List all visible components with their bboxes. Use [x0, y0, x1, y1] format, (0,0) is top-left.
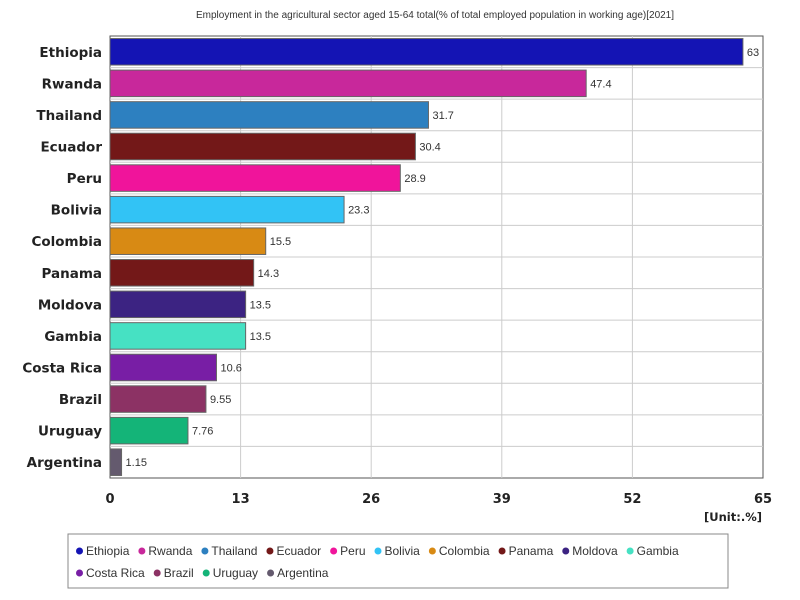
data-label: 28.9 [404, 173, 425, 185]
bar [109, 195, 345, 224]
bar [109, 101, 429, 129]
legend-label: Uruguay [213, 566, 258, 580]
legend-label: Costa Rica [86, 566, 145, 580]
category-label: Argentina [27, 455, 102, 471]
data-label: 13.5 [250, 299, 271, 311]
bar [109, 385, 207, 413]
bar [109, 38, 744, 66]
category-label: Bolivia [51, 203, 102, 219]
category-label: Uruguay [38, 424, 102, 440]
legend-marker [626, 547, 634, 555]
category-label: Costa Rica [22, 361, 102, 377]
bar [109, 132, 416, 161]
legend-label: Panama [509, 544, 554, 558]
category-label: Peru [67, 171, 102, 187]
legend-label: Argentina [277, 566, 329, 580]
category-label: Thailand [36, 108, 102, 124]
x-axis-ticks: 0 13 26 39 52 65 [105, 492, 772, 507]
bar [109, 227, 267, 255]
legend-marker [153, 569, 161, 577]
legend-item: Rwanda [138, 544, 193, 558]
legend-marker [202, 569, 210, 577]
legend-label: Moldova [572, 544, 618, 558]
legend-item: Colombia [428, 544, 490, 558]
data-label: 23.3 [348, 205, 369, 217]
legend-marker [374, 547, 382, 555]
legend-marker [267, 569, 275, 577]
unit-label: [Unit:.%] [704, 510, 762, 524]
x-tick-label: 0 [105, 492, 114, 507]
legend-label: Peru [340, 544, 365, 558]
bar [109, 164, 401, 192]
data-label: 14.3 [258, 268, 279, 280]
category-label: Panama [41, 266, 102, 282]
legend-label: Gambia [637, 544, 679, 558]
legend-label: Rwanda [148, 544, 192, 558]
bar [109, 353, 217, 382]
legend-item: Costa Rica [76, 566, 145, 580]
legend-item: Brazil [153, 566, 194, 580]
bar [109, 322, 247, 350]
legend-item: Peru [330, 544, 366, 558]
data-label: 13.5 [250, 331, 271, 343]
data-label: 1.15 [126, 457, 147, 469]
category-label: Brazil [59, 392, 102, 408]
x-tick-label: 13 [232, 492, 250, 507]
bars [109, 38, 744, 476]
legend-marker [76, 547, 83, 555]
legend-marker [76, 569, 83, 577]
data-label: 47.4 [590, 78, 611, 90]
legend-marker [562, 547, 570, 555]
category-label: Ecuador [40, 140, 102, 156]
legend-box [67, 533, 729, 589]
legend-item: Argentina [267, 566, 329, 580]
data-label: 30.4 [419, 142, 440, 154]
data-label: 7.76 [192, 426, 213, 438]
data-label: 10.6 [220, 363, 241, 375]
legend-item: Panama [498, 544, 554, 558]
legend-label: Colombia [439, 544, 490, 558]
data-label: 63 [747, 47, 759, 59]
x-tick-label: 65 [754, 492, 772, 507]
x-tick-label: 52 [623, 492, 641, 507]
legend-label: Ecuador [276, 544, 321, 558]
bar [109, 69, 587, 98]
category-label: Moldova [38, 297, 102, 313]
legend-label: Bolivia [385, 544, 421, 558]
data-label: 15.5 [270, 236, 291, 248]
legend-item: Gambia [626, 544, 679, 558]
legend-marker [266, 547, 274, 555]
legend-item: Thailand [201, 544, 257, 558]
chart-title: Employment in the agricultural sector ag… [196, 10, 674, 21]
legend-label: Brazil [164, 566, 194, 580]
data-label: 9.55 [210, 394, 231, 406]
legend-item: Ethiopia [76, 544, 130, 558]
legend-marker [330, 547, 338, 555]
legend-item: Ecuador [266, 544, 321, 558]
category-label: Ethiopia [39, 45, 102, 61]
bar [109, 416, 189, 445]
legend-marker [498, 547, 506, 555]
legend-item: Uruguay [202, 566, 258, 580]
value-labels: 63 47.4 31.7 30.4 28.9 23.3 15.5 14.3 13.5 13.5 10… [126, 47, 760, 469]
x-tick-label: 39 [493, 492, 511, 507]
category-label: Rwanda [42, 76, 102, 92]
category-label: Colombia [31, 234, 102, 250]
legend-label: Thailand [211, 544, 257, 558]
category-labels: Ethiopia Rwanda Thailand Ecuador Peru Bolivia… [22, 45, 102, 471]
bar [109, 259, 255, 287]
category-label: Gambia [44, 329, 102, 345]
data-label: 31.7 [432, 110, 453, 122]
bar [109, 290, 247, 319]
legend-item: Bolivia [374, 544, 421, 558]
legend: Ethiopia Rwanda Thailand Ecuador Peru Bolivia… [67, 533, 729, 589]
legend-label: Ethiopia [86, 544, 130, 558]
legend-marker [138, 547, 146, 555]
bar [109, 448, 123, 476]
legend-marker [201, 547, 209, 555]
legend-marker [428, 547, 436, 555]
legend-item: Moldova [562, 544, 618, 558]
x-tick-label: 26 [362, 492, 380, 507]
